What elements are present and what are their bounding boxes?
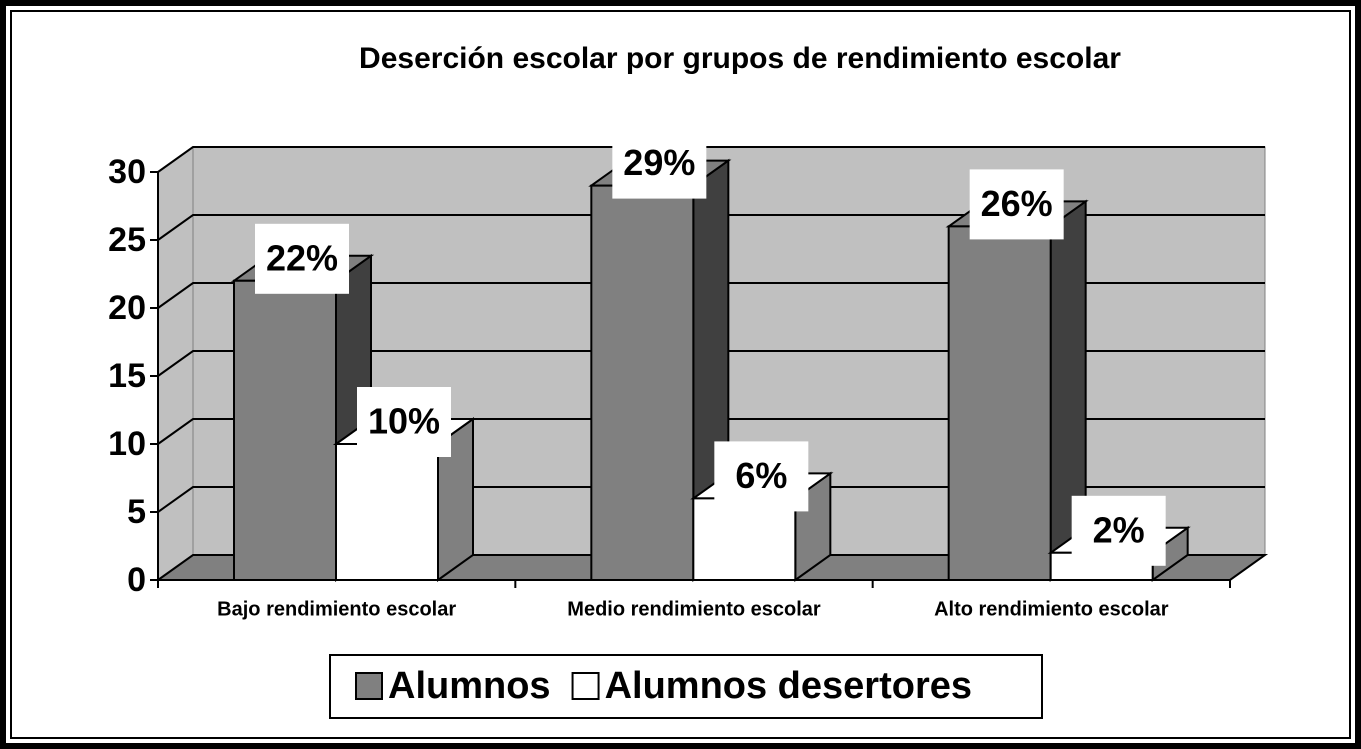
data-label-box: [255, 223, 349, 294]
x-tick-label: Alto rendimiento escolar: [934, 598, 1169, 620]
bar: [332, 417, 477, 582]
bar-front: [335, 443, 439, 581]
grid-line: [157, 486, 1265, 513]
y-tick-label: 20: [108, 289, 146, 327]
legend-swatch: [355, 672, 383, 700]
grid-line: [157, 214, 1265, 241]
y-tick-label: 30: [108, 153, 146, 191]
legend-label: Alumnos desertores: [605, 665, 972, 707]
data-label: 2%: [1093, 509, 1145, 550]
bar: [945, 199, 1089, 582]
legend: [329, 654, 1043, 719]
data-label-box: [1071, 495, 1166, 566]
data-label: 10%: [368, 401, 440, 442]
grid-line: [157, 350, 1265, 377]
data-label-box: [357, 387, 451, 457]
x-tick-label: Bajo rendimiento escolar: [217, 598, 456, 620]
legend-label: Alumnos: [388, 665, 551, 707]
grid-line: [157, 282, 1265, 309]
chart-title: Deserción escolar por grupos de rendimie…: [359, 42, 1121, 75]
y-tick-label: 10: [108, 425, 146, 463]
data-label: 26%: [981, 183, 1053, 224]
data-label: 22%: [266, 237, 338, 278]
bar-front: [590, 184, 695, 581]
data-label-box: [969, 169, 1064, 240]
x-tick-label: Medio rendimiento escolar: [567, 598, 821, 620]
bar-front: [233, 279, 337, 581]
grid-line: [157, 146, 1265, 173]
data-label: 29%: [623, 142, 695, 183]
y-tick-label: 15: [108, 357, 146, 395]
y-tick-label: 0: [127, 561, 146, 599]
data-label-box: [612, 128, 707, 199]
grid-line: [157, 418, 1265, 445]
inner-frame: [10, 10, 1351, 739]
data-label-box: [714, 441, 809, 512]
data-label: 6%: [735, 455, 787, 496]
y-tick-label: 5: [127, 493, 146, 531]
bar-front: [947, 225, 1052, 581]
y-tick-label: 25: [108, 221, 146, 259]
legend-swatch: [571, 672, 600, 700]
